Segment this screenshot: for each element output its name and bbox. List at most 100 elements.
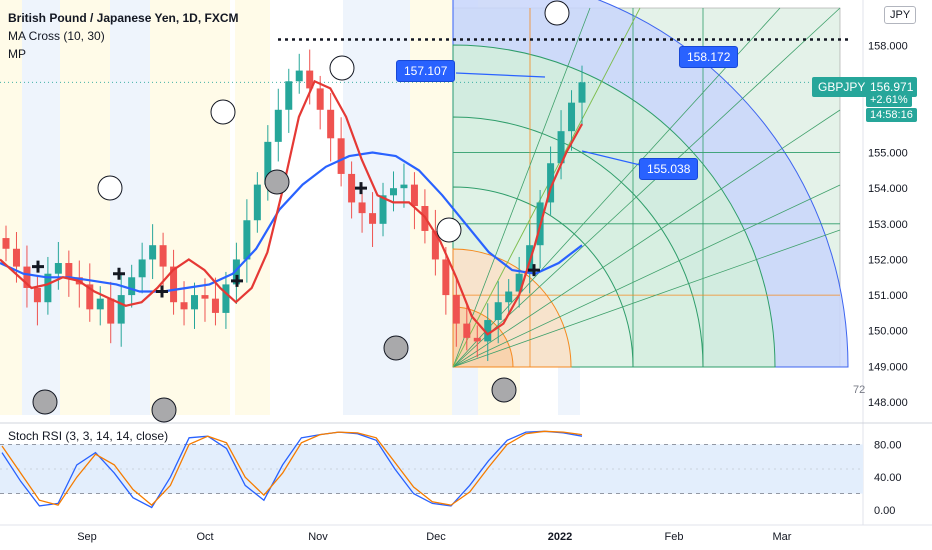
candle-body xyxy=(568,102,576,132)
candle-body xyxy=(578,82,586,103)
ma-cross-marker xyxy=(355,182,367,195)
mp-filled-circle xyxy=(151,397,177,423)
candle-body xyxy=(44,273,52,303)
season-band xyxy=(235,0,270,415)
candle-body xyxy=(306,70,314,89)
cutoff-label: 72 xyxy=(853,384,866,396)
candle-body xyxy=(12,248,20,267)
candle-body xyxy=(211,298,219,313)
candle-body xyxy=(327,109,335,139)
time-tick-label: Oct xyxy=(196,531,213,543)
mp-filled-circle xyxy=(32,389,58,415)
candle-body xyxy=(33,287,41,303)
mp-open-circle xyxy=(544,0,570,26)
gann-fan-line xyxy=(452,7,641,368)
candle-body xyxy=(65,263,73,278)
callout-connector xyxy=(581,150,641,166)
candle-body xyxy=(410,184,418,206)
candle-body xyxy=(191,295,199,310)
stoch-tick-label: 80.00 xyxy=(874,439,902,451)
stoch-band xyxy=(0,444,863,494)
season-band xyxy=(60,0,110,415)
ma-slow-line xyxy=(0,151,583,293)
candle-body xyxy=(86,284,94,310)
gann-fan-line xyxy=(452,7,841,368)
season-band xyxy=(22,0,60,415)
last-price-tag: 156.971 xyxy=(866,77,918,97)
time-tick-label: Sep xyxy=(77,531,97,543)
candle-body xyxy=(431,230,439,260)
ma-fast-line xyxy=(0,79,583,336)
countdown-tag: 14:58:16 xyxy=(866,108,917,122)
ma-cross-marker xyxy=(156,285,168,298)
price-tick-label: 150.000 xyxy=(868,326,908,338)
price-tick-label: 151.000 xyxy=(868,290,908,302)
candle-body xyxy=(264,141,272,185)
price-tick-label: 155.000 xyxy=(868,148,908,160)
candle-body xyxy=(515,273,523,292)
ma-cross-marker xyxy=(113,267,125,280)
callout-155038[interactable]: 155.038 xyxy=(639,158,699,180)
mp-open-circle xyxy=(210,99,236,125)
ma-cross-marker xyxy=(231,274,243,287)
callout-connector xyxy=(455,72,546,78)
candle-body xyxy=(473,337,481,342)
gann-fan-line xyxy=(452,109,841,368)
candle-body xyxy=(358,202,366,214)
candle-body xyxy=(400,184,408,189)
candle-body xyxy=(138,259,146,278)
candle-body xyxy=(128,277,136,296)
candle-body xyxy=(463,323,471,338)
mp-filled-circle xyxy=(383,335,409,361)
gann-fan-line xyxy=(452,229,841,368)
candle-body xyxy=(2,238,10,249)
time-tick-label: Nov xyxy=(308,531,328,543)
candle-body xyxy=(243,220,251,260)
candle-body xyxy=(295,70,303,82)
currency-button[interactable]: JPY xyxy=(884,6,917,24)
candle-body xyxy=(232,259,240,285)
time-tick-label: Feb xyxy=(665,531,684,543)
candle-body xyxy=(54,263,62,274)
candle-body xyxy=(170,266,178,303)
gann-fan-line xyxy=(452,184,841,368)
mp-filled-circle xyxy=(264,169,290,195)
candle-body xyxy=(253,184,261,221)
gann-arc xyxy=(452,306,514,368)
mp-open-circle xyxy=(329,55,355,81)
candle-body xyxy=(149,245,157,260)
callout-157107[interactable]: 157.107 xyxy=(396,60,456,82)
mp-legend[interactable]: MP xyxy=(8,47,26,61)
candle-body xyxy=(274,109,282,142)
price-tick-label: 148.000 xyxy=(868,397,908,409)
price-tick-label: 154.000 xyxy=(868,183,908,195)
stoch-rsi-legend[interactable]: Stoch RSI (3, 3, 14, 14, close) xyxy=(8,429,169,443)
gann-fan-line xyxy=(452,7,591,368)
candle-body xyxy=(484,320,492,342)
ticker-symbol-tag: GBPJPY xyxy=(812,77,872,97)
symbol-title: British Pound / Japanese Yen, 1D, FXCM xyxy=(8,11,239,25)
candle-body xyxy=(23,266,31,288)
candle-body xyxy=(389,188,397,196)
price-tick-label: 158.000 xyxy=(868,41,908,53)
ma-cross-legend[interactable]: MA Cross (10, 30) xyxy=(8,29,105,43)
season-band xyxy=(150,0,230,415)
candle-body xyxy=(180,302,188,310)
price-tick-label: 152.000 xyxy=(868,254,908,266)
candle-body xyxy=(201,295,209,299)
ma-cross-marker xyxy=(528,264,540,277)
candle-body xyxy=(96,298,104,310)
price-tick-label: 153.000 xyxy=(868,219,908,231)
callout-158172[interactable]: 158.172 xyxy=(679,46,739,68)
stoch-tick-label: 40.00 xyxy=(874,472,902,484)
candle-body xyxy=(285,81,293,110)
candle-body xyxy=(159,245,167,267)
time-tick-label: 2022 xyxy=(548,531,572,543)
candle-body xyxy=(442,259,450,296)
season-band xyxy=(110,0,150,415)
candle-body xyxy=(557,131,565,164)
candle-body xyxy=(369,213,377,224)
time-tick-label: Dec xyxy=(426,531,446,543)
candle-body xyxy=(337,138,345,174)
